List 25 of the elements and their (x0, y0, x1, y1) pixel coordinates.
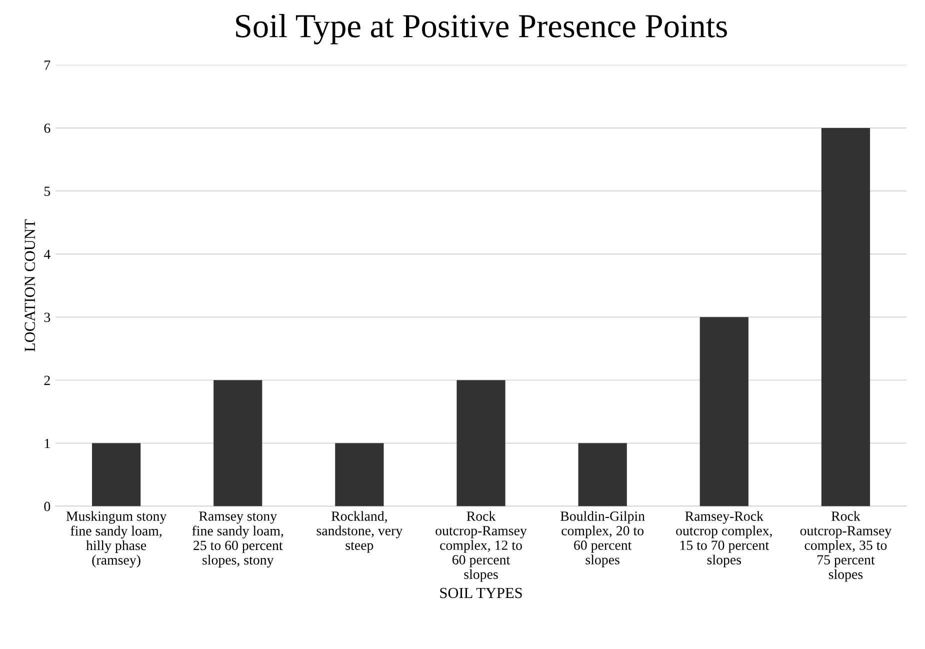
x-tick-label: Rock outcrop-Ramsey complex, 12 to 60 percent slopes (436, 511, 527, 582)
x-axis-title: SOIL TYPES (440, 588, 522, 598)
y-tick-label: 3 (44, 312, 50, 322)
bar (821, 128, 870, 506)
bar (578, 443, 627, 506)
x-tick-label: Ramsey stony fine sandy loam, 25 to 60 percent slopes, stony (192, 512, 284, 568)
x-tick-label: Rock outcrop-Ramsey complex, 35 to 75 percent slopes (800, 511, 892, 582)
bar (335, 443, 384, 506)
y-tick-label: 7 (44, 60, 50, 70)
bar (700, 317, 748, 506)
bar (214, 380, 262, 506)
bar (456, 380, 506, 506)
chart-title: Soil Type at Positive Presence Points (236, 14, 727, 44)
y-tick-label: 5 (44, 186, 50, 196)
y-tick-label: 4 (44, 250, 50, 259)
y-tick-label: 6 (44, 124, 50, 133)
y-axis-title: LOCATION COUNT (24, 219, 36, 352)
x-tick-label: Ramsey-Rock outcrop complex, 15 to 70 percent slopes (676, 511, 772, 568)
x-tick-label: Bouldin-Gilpin complex, 20 to 60 percent slopes (560, 511, 645, 568)
x-tick-label: Muskingum stony fine sandy loam, hilly phase (ramsey) (66, 511, 167, 568)
y-tick-label: 2 (44, 376, 50, 385)
x-tick-label: Rockland, sandstone, very steep (316, 511, 403, 553)
y-tick-label: 0 (44, 502, 50, 512)
y-tick-label: 1 (44, 438, 50, 448)
bar (92, 443, 141, 506)
